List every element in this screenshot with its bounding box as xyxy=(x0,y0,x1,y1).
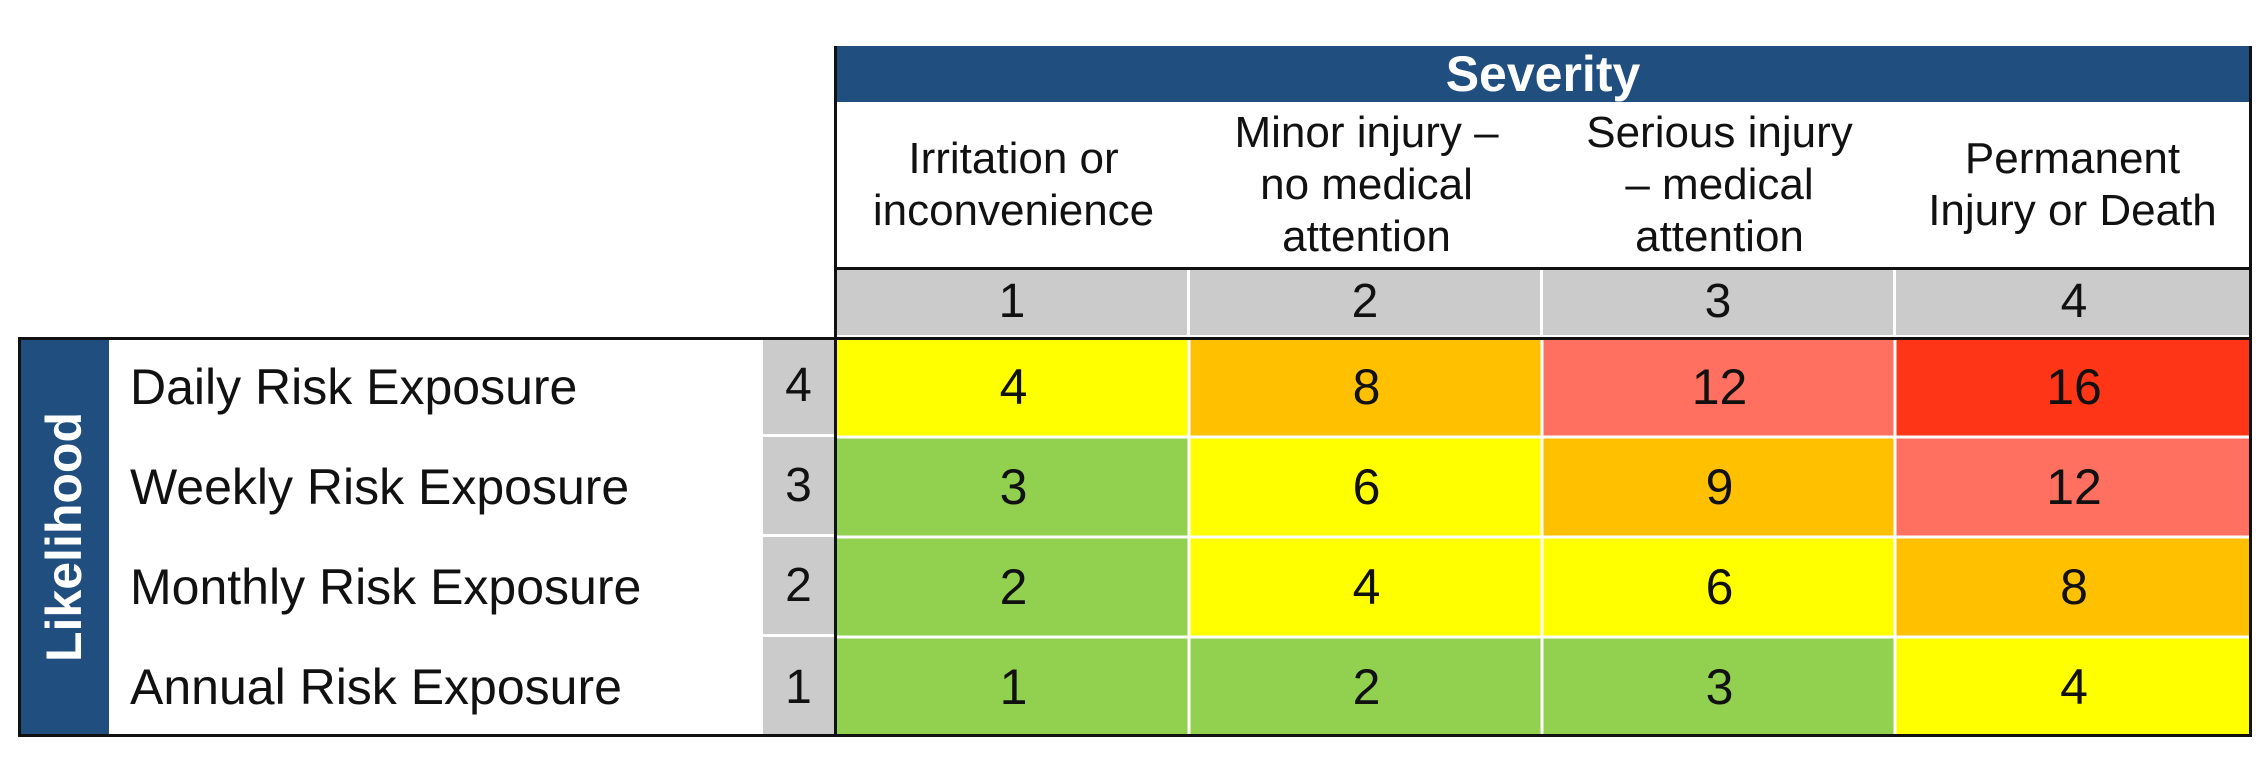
likelihood-label-weekly: Weekly Risk Exposure xyxy=(130,459,630,515)
risk-cell: 16 xyxy=(1896,337,2252,437)
header-right-border xyxy=(2249,46,2252,337)
risk-cell: 8 xyxy=(1190,337,1543,437)
risk-cell: 1 xyxy=(837,637,1190,737)
risk-cell: 4 xyxy=(837,337,1190,437)
likelihood-score-4: 4 xyxy=(763,337,834,437)
matrix-left-border xyxy=(834,46,837,737)
likelihood-score-3: 3 xyxy=(763,437,834,537)
risk-cell: 3 xyxy=(1543,637,1896,737)
severity-label-4: Permanent Injury or Death xyxy=(1928,133,2217,235)
severity-score-1: 1 xyxy=(837,267,1190,335)
risk-cell: 2 xyxy=(837,537,1190,637)
severity-header-3: Serious injury – medical attention xyxy=(1543,102,1896,267)
likelihood-title: Likelihood xyxy=(35,412,92,662)
risk-cell: 3 xyxy=(837,437,1190,537)
severity-score-3: 3 xyxy=(1543,267,1896,335)
severity-header-2: Minor injury – no medical attention xyxy=(1190,102,1543,267)
risk-cell: 9 xyxy=(1543,437,1896,537)
risk-cell: 2 xyxy=(1190,637,1543,737)
risk-cell: 6 xyxy=(1190,437,1543,537)
severity-score-4: 4 xyxy=(1896,267,2252,335)
likelihood-label-daily: Daily Risk Exposure xyxy=(130,359,578,415)
header-divider xyxy=(834,267,2252,270)
severity-title: Severity xyxy=(1445,46,1641,102)
likelihood-score-1: 1 xyxy=(763,637,834,737)
risk-cell: 8 xyxy=(1896,537,2252,637)
severity-label-3: Serious injury – medical attention xyxy=(1586,107,1853,261)
likelihood-header: Likelihood xyxy=(18,337,109,737)
severity-header-4: Permanent Injury or Death xyxy=(1896,102,2249,267)
likelihood-label-annual: Annual Risk Exposure xyxy=(130,659,622,715)
risk-cell: 12 xyxy=(1896,437,2252,537)
severity-header: Severity xyxy=(834,46,2252,102)
severity-header-1: Irritation or inconvenience xyxy=(837,102,1190,267)
likelihood-score-2: 2 xyxy=(763,537,834,637)
risk-cell: 12 xyxy=(1543,337,1896,437)
severity-score-2: 2 xyxy=(1190,267,1543,335)
likelihood-label-monthly: Monthly Risk Exposure xyxy=(130,559,642,615)
risk-cell: 4 xyxy=(1190,537,1543,637)
risk-cell: 4 xyxy=(1896,637,2252,737)
severity-label-1: Irritation or inconvenience xyxy=(872,133,1155,235)
severity-label-2: Minor injury – no medical attention xyxy=(1234,107,1499,261)
risk-cell: 6 xyxy=(1543,537,1896,637)
